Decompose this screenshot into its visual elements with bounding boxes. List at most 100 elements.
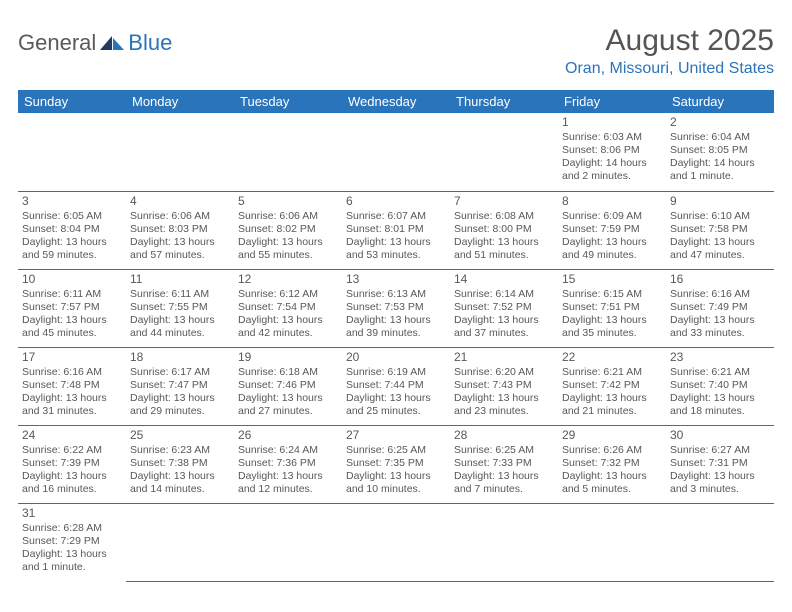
day-number: 22 <box>562 350 662 365</box>
sunrise-line: Sunrise: 6:18 AM <box>238 366 338 379</box>
sunrise-line: Sunrise: 6:05 AM <box>22 210 122 223</box>
day-number: 7 <box>454 194 554 209</box>
calendar-day-cell: 26Sunrise: 6:24 AMSunset: 7:36 PMDayligh… <box>234 425 342 503</box>
calendar-day-cell: 3Sunrise: 6:05 AMSunset: 8:04 PMDaylight… <box>18 191 126 269</box>
day-number: 23 <box>670 350 770 365</box>
calendar-empty-cell <box>450 113 558 191</box>
sunset-line: Sunset: 7:53 PM <box>346 301 446 314</box>
daylight-line: Daylight: 13 hours and 23 minutes. <box>454 392 554 418</box>
sunset-line: Sunset: 7:54 PM <box>238 301 338 314</box>
sunrise-line: Sunrise: 6:15 AM <box>562 288 662 301</box>
day-number: 14 <box>454 272 554 287</box>
daylight-line: Daylight: 14 hours and 1 minute. <box>670 157 770 183</box>
calendar-day-cell: 12Sunrise: 6:12 AMSunset: 7:54 PMDayligh… <box>234 269 342 347</box>
sunrise-line: Sunrise: 6:26 AM <box>562 444 662 457</box>
day-number: 2 <box>670 115 770 130</box>
calendar-empty-cell <box>126 503 234 581</box>
daylight-line: Daylight: 13 hours and 12 minutes. <box>238 470 338 496</box>
day-number: 5 <box>238 194 338 209</box>
sunrise-line: Sunrise: 6:28 AM <box>22 522 122 535</box>
daylight-line: Daylight: 13 hours and 37 minutes. <box>454 314 554 340</box>
day-number: 30 <box>670 428 770 443</box>
daylight-line: Daylight: 13 hours and 18 minutes. <box>670 392 770 418</box>
day-number: 1 <box>562 115 662 130</box>
month-title: August 2025 <box>565 24 774 58</box>
sunrise-line: Sunrise: 6:17 AM <box>130 366 230 379</box>
calendar-day-cell: 10Sunrise: 6:11 AMSunset: 7:57 PMDayligh… <box>18 269 126 347</box>
calendar-day-cell: 30Sunrise: 6:27 AMSunset: 7:31 PMDayligh… <box>666 425 774 503</box>
calendar-week-row: 10Sunrise: 6:11 AMSunset: 7:57 PMDayligh… <box>18 269 774 347</box>
calendar-day-cell: 7Sunrise: 6:08 AMSunset: 8:00 PMDaylight… <box>450 191 558 269</box>
calendar-day-cell: 23Sunrise: 6:21 AMSunset: 7:40 PMDayligh… <box>666 347 774 425</box>
sunset-line: Sunset: 7:46 PM <box>238 379 338 392</box>
calendar-week-row: 17Sunrise: 6:16 AMSunset: 7:48 PMDayligh… <box>18 347 774 425</box>
logo-text-general: General <box>18 30 96 56</box>
daylight-line: Daylight: 13 hours and 33 minutes. <box>670 314 770 340</box>
sunset-line: Sunset: 8:06 PM <box>562 144 662 157</box>
daylight-line: Daylight: 13 hours and 14 minutes. <box>130 470 230 496</box>
sunrise-line: Sunrise: 6:07 AM <box>346 210 446 223</box>
calendar-day-cell: 9Sunrise: 6:10 AMSunset: 7:58 PMDaylight… <box>666 191 774 269</box>
calendar-day-cell: 11Sunrise: 6:11 AMSunset: 7:55 PMDayligh… <box>126 269 234 347</box>
sunrise-line: Sunrise: 6:03 AM <box>562 131 662 144</box>
sunset-line: Sunset: 8:02 PM <box>238 223 338 236</box>
calendar-day-cell: 21Sunrise: 6:20 AMSunset: 7:43 PMDayligh… <box>450 347 558 425</box>
calendar-day-cell: 24Sunrise: 6:22 AMSunset: 7:39 PMDayligh… <box>18 425 126 503</box>
sunrise-line: Sunrise: 6:06 AM <box>238 210 338 223</box>
day-number: 25 <box>130 428 230 443</box>
calendar-day-cell: 14Sunrise: 6:14 AMSunset: 7:52 PMDayligh… <box>450 269 558 347</box>
calendar-day-cell: 31Sunrise: 6:28 AMSunset: 7:29 PMDayligh… <box>18 503 126 581</box>
day-number: 28 <box>454 428 554 443</box>
day-number: 26 <box>238 428 338 443</box>
calendar-empty-cell <box>558 503 666 581</box>
logo-sail-icon <box>98 34 126 52</box>
sunset-line: Sunset: 7:55 PM <box>130 301 230 314</box>
day-number: 17 <box>22 350 122 365</box>
sunset-line: Sunset: 8:04 PM <box>22 223 122 236</box>
calendar-day-cell: 1Sunrise: 6:03 AMSunset: 8:06 PMDaylight… <box>558 113 666 191</box>
sunset-line: Sunset: 8:00 PM <box>454 223 554 236</box>
day-number: 6 <box>346 194 446 209</box>
calendar-empty-cell <box>450 503 558 581</box>
calendar-day-cell: 29Sunrise: 6:26 AMSunset: 7:32 PMDayligh… <box>558 425 666 503</box>
sunrise-line: Sunrise: 6:10 AM <box>670 210 770 223</box>
sunset-line: Sunset: 7:57 PM <box>22 301 122 314</box>
daylight-line: Daylight: 13 hours and 47 minutes. <box>670 236 770 262</box>
sunset-line: Sunset: 7:43 PM <box>454 379 554 392</box>
calendar-day-cell: 2Sunrise: 6:04 AMSunset: 8:05 PMDaylight… <box>666 113 774 191</box>
day-number: 3 <box>22 194 122 209</box>
sunset-line: Sunset: 7:42 PM <box>562 379 662 392</box>
sunset-line: Sunset: 7:29 PM <box>22 535 122 548</box>
daylight-line: Daylight: 13 hours and 27 minutes. <box>238 392 338 418</box>
calendar-day-cell: 28Sunrise: 6:25 AMSunset: 7:33 PMDayligh… <box>450 425 558 503</box>
day-number: 13 <box>346 272 446 287</box>
weekday-header: Saturday <box>666 90 774 113</box>
calendar-day-cell: 22Sunrise: 6:21 AMSunset: 7:42 PMDayligh… <box>558 347 666 425</box>
sunrise-line: Sunrise: 6:16 AM <box>670 288 770 301</box>
daylight-line: Daylight: 13 hours and 53 minutes. <box>346 236 446 262</box>
sunset-line: Sunset: 7:36 PM <box>238 457 338 470</box>
sunset-line: Sunset: 7:31 PM <box>670 457 770 470</box>
daylight-line: Daylight: 13 hours and 3 minutes. <box>670 470 770 496</box>
sunrise-line: Sunrise: 6:09 AM <box>562 210 662 223</box>
header: General Blue August 2025 Oran, Missouri,… <box>18 24 774 78</box>
sunrise-line: Sunrise: 6:24 AM <box>238 444 338 457</box>
calendar-day-cell: 13Sunrise: 6:13 AMSunset: 7:53 PMDayligh… <box>342 269 450 347</box>
daylight-line: Daylight: 13 hours and 49 minutes. <box>562 236 662 262</box>
daylight-line: Daylight: 14 hours and 2 minutes. <box>562 157 662 183</box>
calendar-empty-cell <box>342 113 450 191</box>
logo: General Blue <box>18 30 172 56</box>
sunrise-line: Sunrise: 6:13 AM <box>346 288 446 301</box>
sunset-line: Sunset: 8:01 PM <box>346 223 446 236</box>
sunrise-line: Sunrise: 6:25 AM <box>454 444 554 457</box>
sunset-line: Sunset: 7:51 PM <box>562 301 662 314</box>
day-number: 16 <box>670 272 770 287</box>
day-number: 21 <box>454 350 554 365</box>
sunrise-line: Sunrise: 6:04 AM <box>670 131 770 144</box>
daylight-line: Daylight: 13 hours and 35 minutes. <box>562 314 662 340</box>
day-number: 11 <box>130 272 230 287</box>
calendar-day-cell: 27Sunrise: 6:25 AMSunset: 7:35 PMDayligh… <box>342 425 450 503</box>
weekday-header: Friday <box>558 90 666 113</box>
day-number: 27 <box>346 428 446 443</box>
day-number: 20 <box>346 350 446 365</box>
